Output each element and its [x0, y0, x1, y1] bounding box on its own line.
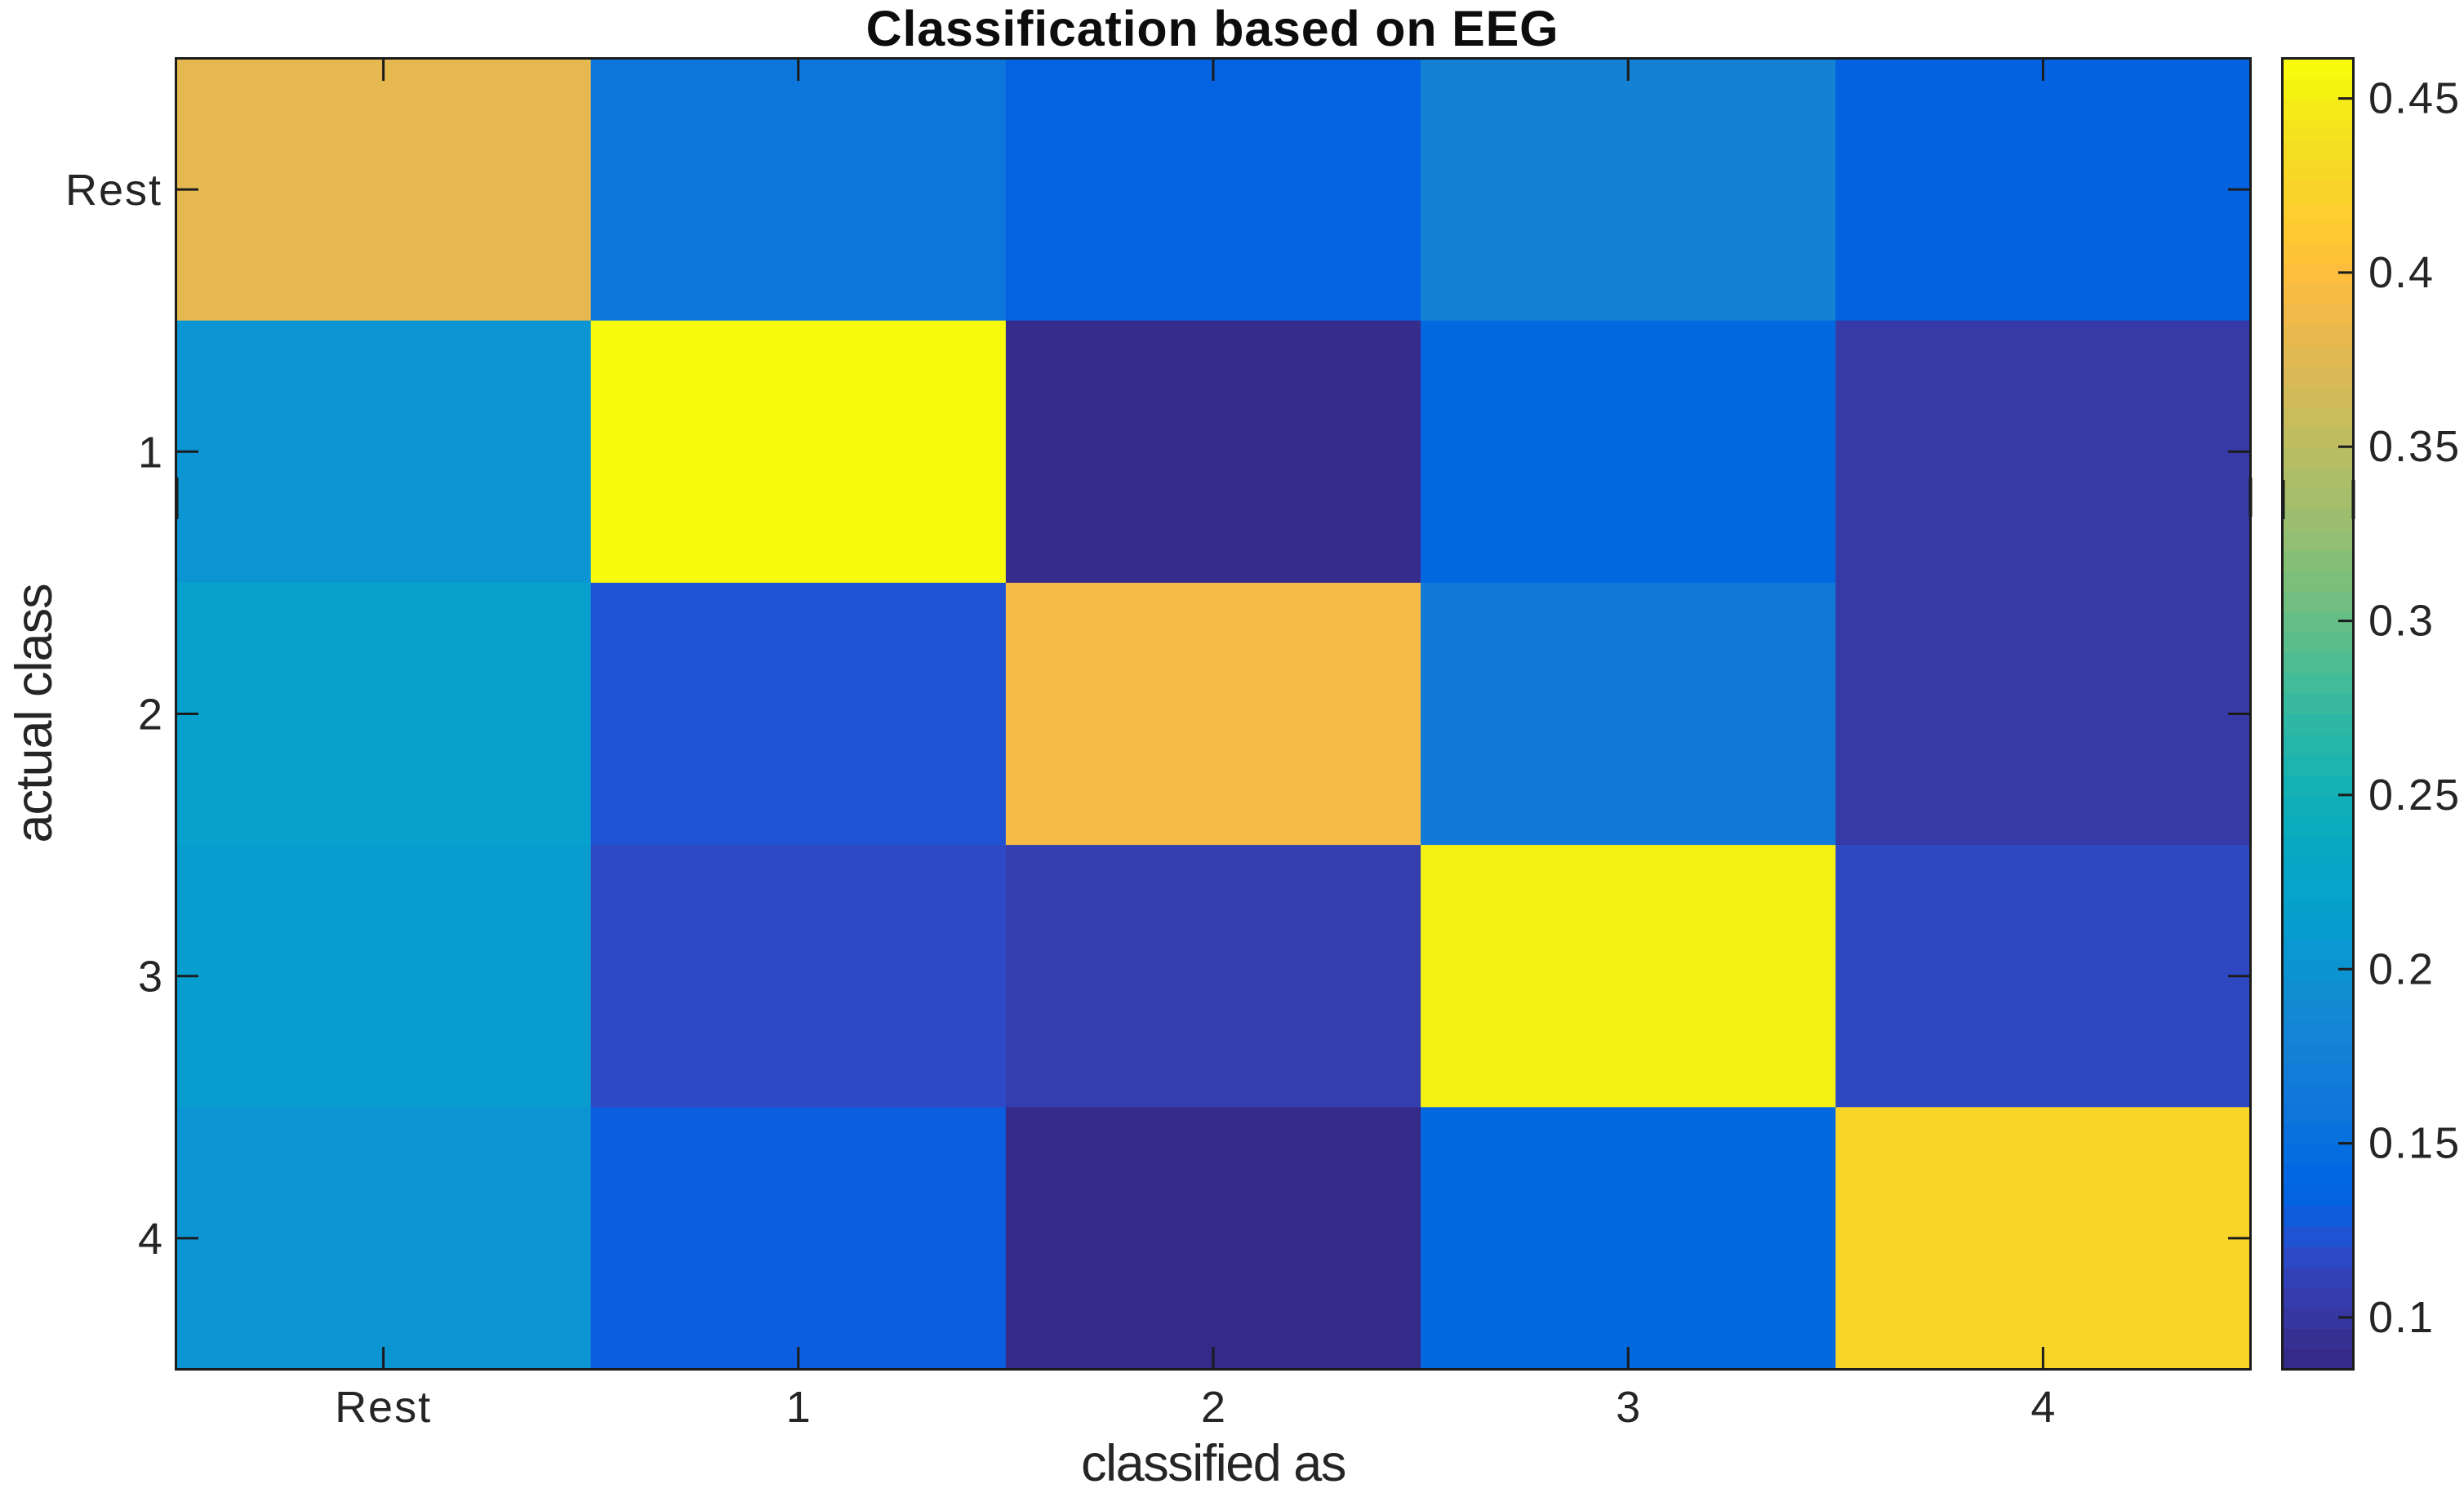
svg-text:3: 3 [138, 953, 162, 1002]
svg-text:0.35: 0.35 [2368, 422, 2461, 471]
svg-text:0.3: 0.3 [2368, 597, 2435, 646]
svg-text:Rest: Rest [65, 166, 162, 215]
svg-text:0.4: 0.4 [2368, 248, 2435, 297]
svg-text:0.25: 0.25 [2368, 771, 2461, 820]
svg-text:1: 1 [786, 1383, 811, 1432]
svg-text:classified as: classified as [1081, 1435, 1345, 1489]
svg-text:Classification based on EEG: Classification based on EEG [866, 1, 1559, 56]
svg-text:Rest: Rest [335, 1383, 432, 1432]
svg-text:1: 1 [138, 428, 162, 477]
svg-text:0.45: 0.45 [2368, 74, 2461, 123]
svg-text:4: 4 [138, 1215, 162, 1264]
svg-text:2: 2 [1201, 1383, 1225, 1432]
svg-text:0.15: 0.15 [2368, 1119, 2461, 1168]
svg-text:3: 3 [1616, 1383, 1640, 1432]
svg-text:0.1: 0.1 [2368, 1293, 2435, 1342]
svg-text:4: 4 [2030, 1383, 2055, 1432]
svg-text:0.2: 0.2 [2368, 944, 2435, 993]
svg-text:2: 2 [138, 691, 162, 740]
svg-text:actual class: actual class [6, 584, 63, 842]
